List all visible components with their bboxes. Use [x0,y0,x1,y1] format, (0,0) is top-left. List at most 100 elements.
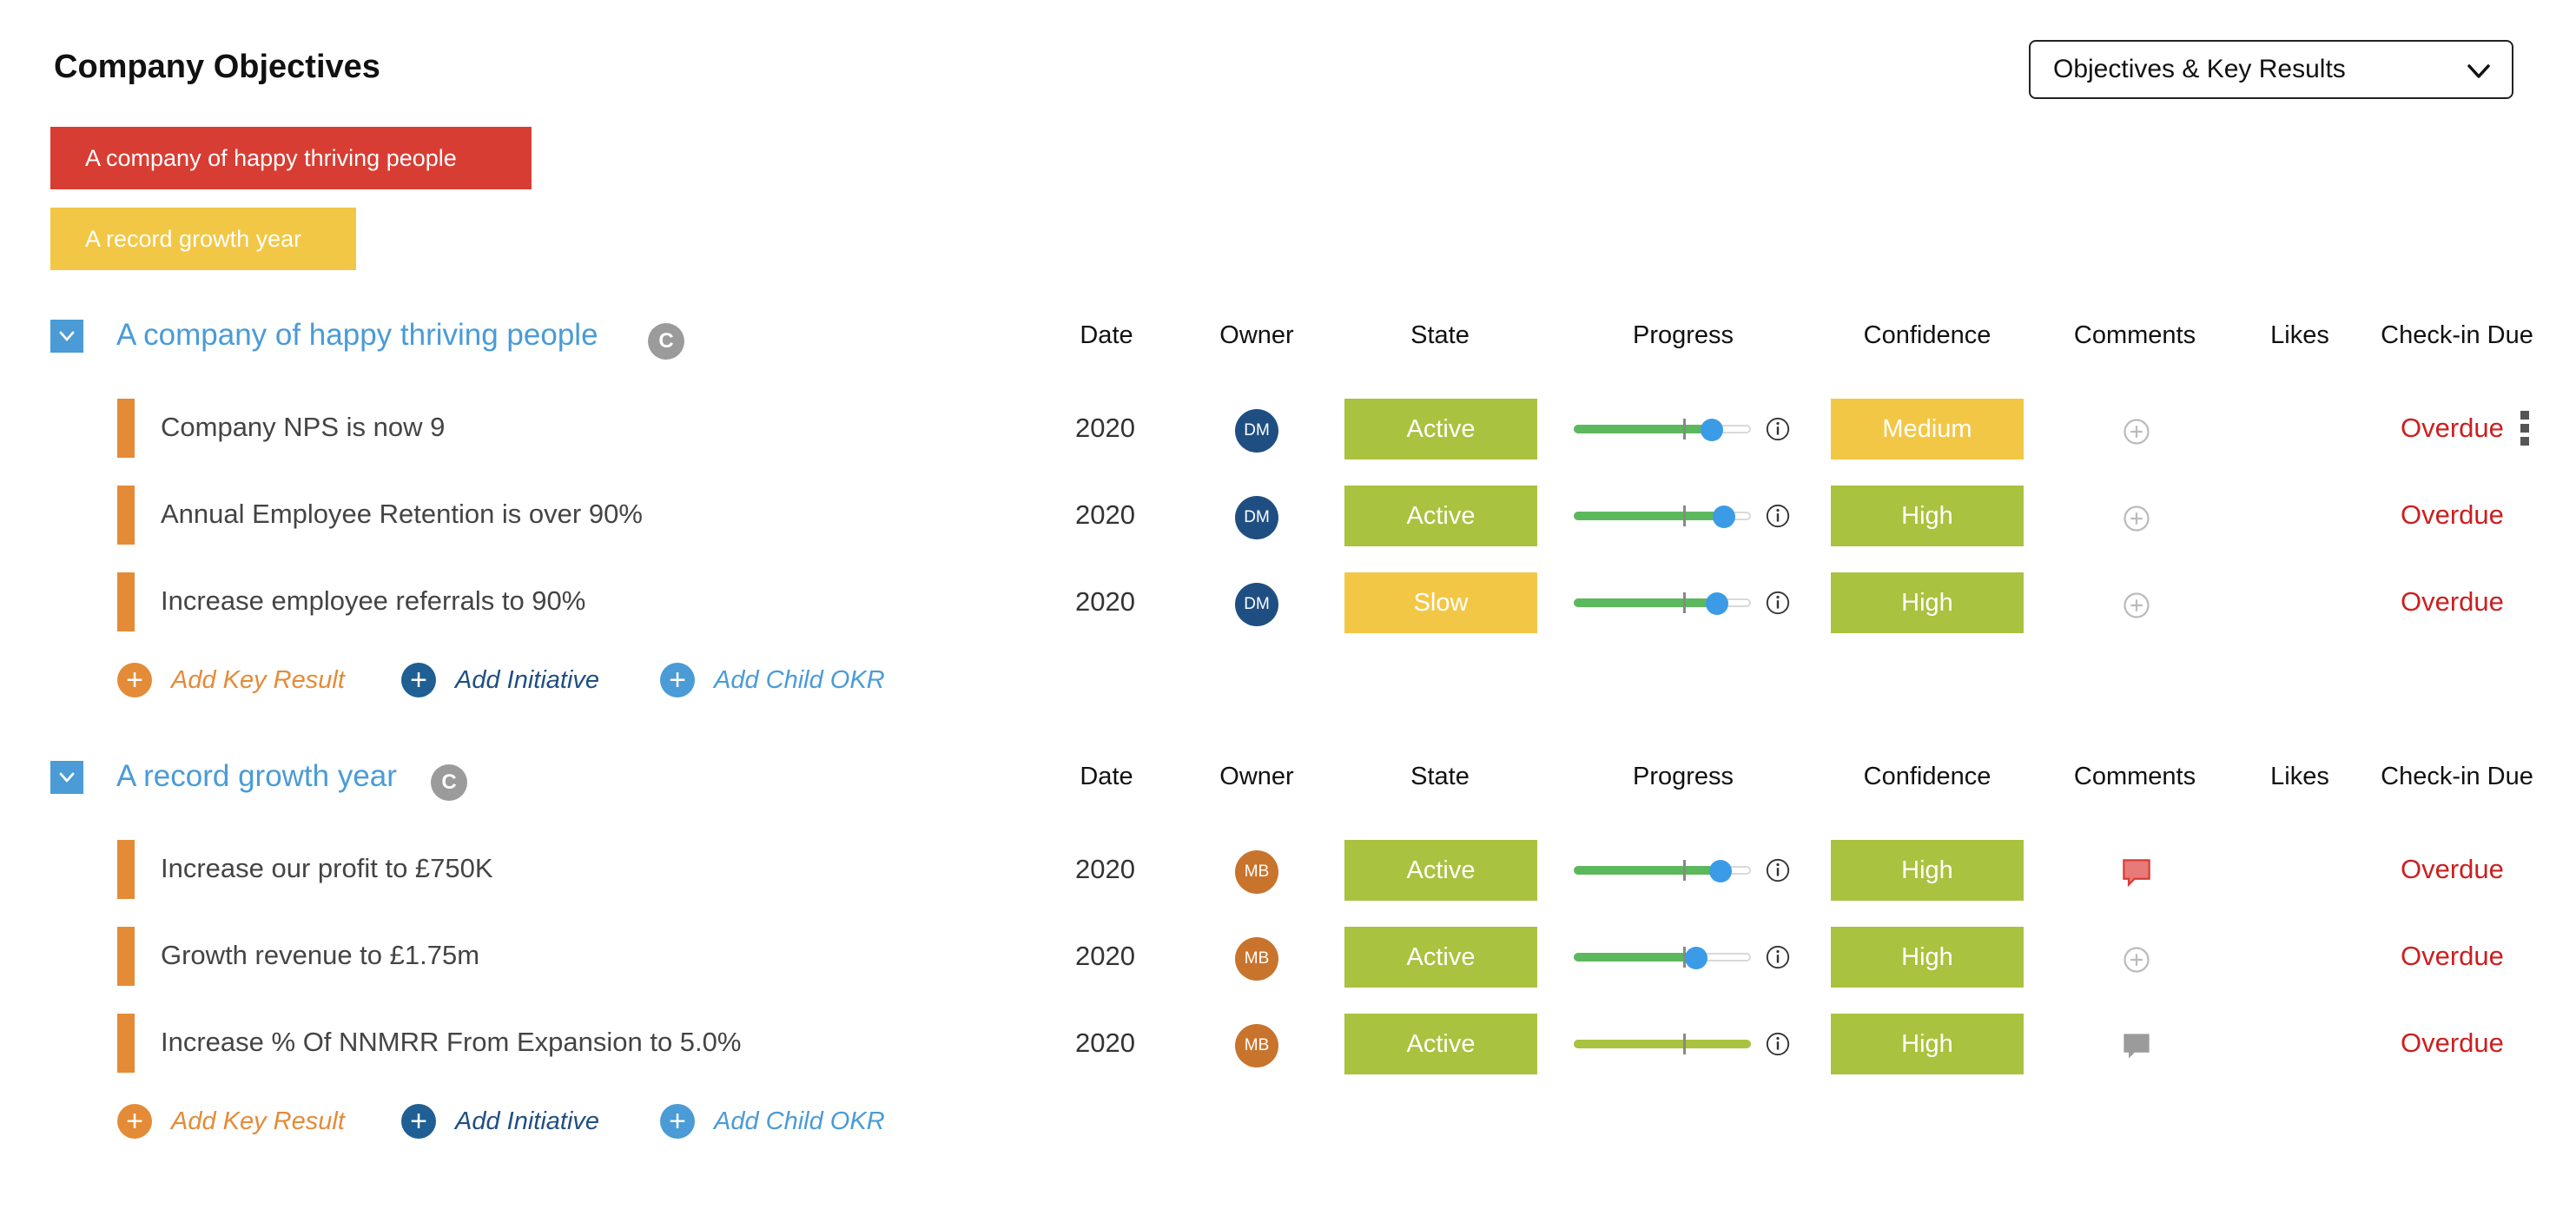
info-icon[interactable] [1765,944,1791,970]
info-icon[interactable] [1765,1031,1791,1057]
add-child-okr-button[interactable]: + Add Child OKR [660,663,885,697]
progress-handle[interactable] [1713,506,1736,528]
key-result-title[interactable]: Increase employee referrals to 90% [161,585,586,616]
checkin-status: Overdue [2401,499,2504,530]
key-result-row[interactable]: Increase employee referrals to 90% 2020 DM… [0,558,2576,645]
state-badge[interactable]: Slow [1344,572,1537,633]
plus-icon: + [117,1104,152,1139]
state-badge[interactable]: Active [1344,840,1537,901]
plus-icon: + [660,663,695,697]
info-icon[interactable] [1765,857,1791,883]
key-result-date: 2020 [1075,854,1135,884]
owner-avatar[interactable]: DM [1235,409,1278,453]
collapse-toggle[interactable] [50,761,83,794]
comment-red-icon[interactable] [2121,857,2152,889]
action-label: Add Initiative [455,665,600,694]
objective-tag-growth-year[interactable]: A record growth year [50,208,356,270]
info-icon[interactable] [1765,590,1791,616]
progress-handle[interactable] [1706,592,1729,615]
more-options-icon[interactable] [2520,411,2529,446]
objective-title[interactable]: A company of happy thriving people [116,318,598,352]
objective-tag-happy-people[interactable]: A company of happy thriving people [50,127,532,189]
owner-avatar[interactable]: DM [1235,496,1278,539]
confidence-badge[interactable]: High [1831,927,2024,988]
confidence-badge[interactable]: High [1831,840,2024,901]
add-key-result-button[interactable]: + Add Key Result [117,663,345,697]
owner-avatar[interactable]: MB [1235,850,1278,894]
checkin-status: Overdue [2401,854,2504,884]
progress-fill [1574,866,1721,875]
progress-slider[interactable] [1574,506,1751,528]
add-initiative-button[interactable]: + Add Initiative [401,1104,599,1139]
state-badge[interactable]: Active [1344,1014,1537,1074]
column-header-confidence: Confidence [1863,321,1991,349]
objective-section: A company of happy thriving people C Date O… [0,311,2576,710]
chevron-down-icon [59,331,75,341]
owner-avatar[interactable]: MB [1235,1024,1278,1067]
progress-handle[interactable] [1709,860,1733,882]
progress-handle[interactable] [1684,947,1707,969]
action-label: Add Key Result [171,1107,345,1135]
progress-fill [1574,1040,1751,1048]
add-comment-icon[interactable] [2121,503,2152,534]
key-result-title[interactable]: Company NPS is now 9 [161,412,446,442]
key-result-row[interactable]: Growth revenue to £1.75m 2020 MB Active High… [0,913,2576,1000]
key-result-title[interactable]: Annual Employee Retention is over 90% [161,499,643,529]
objective-header: A record growth year C Date Owner State Progr… [0,752,2576,804]
key-result-title[interactable]: Growth revenue to £1.75m [161,940,480,970]
add-comment-icon[interactable] [2121,416,2152,447]
confidence-badge[interactable]: High [1831,486,2024,546]
key-result-title[interactable]: Increase our profit to £750K [161,853,493,883]
info-icon[interactable] [1765,416,1791,442]
plus-icon: + [401,1104,436,1139]
state-badge[interactable]: Active [1344,486,1537,546]
key-result-row[interactable]: Company NPS is now 9 2020 DM Active Medium Ov… [0,385,2576,472]
progress-slider[interactable] [1574,1034,1751,1054]
key-result-date: 2020 [1075,941,1135,971]
progress-target-tick [1683,1034,1686,1054]
collapse-toggle[interactable] [50,320,83,353]
objective-type-badge: C [431,764,467,801]
add-key-result-button[interactable]: + Add Key Result [117,1104,345,1139]
add-comment-icon[interactable] [2121,590,2152,621]
column-header-state: State [1410,763,1470,790]
state-badge[interactable]: Active [1344,927,1537,988]
progress-handle[interactable] [1701,419,1724,441]
plus-icon: + [117,663,152,697]
key-result-marker [117,927,135,986]
key-result-row[interactable]: Annual Employee Retention is over 90% 202… [0,472,2576,558]
objective-header: A company of happy thriving people C Date O… [0,311,2576,363]
key-result-row[interactable]: Increase % Of NNMRR From Expansion to 5.… [0,1000,2576,1087]
info-icon[interactable] [1765,503,1791,529]
objective-type-badge: C [648,323,684,360]
confidence-badge[interactable]: Medium [1831,399,2024,459]
progress-slider[interactable] [1574,419,1751,441]
key-result-marker [117,1014,135,1073]
progress-fill [1574,425,1713,433]
key-result-row[interactable]: Increase our profit to £750K 2020 MB Active… [0,826,2576,913]
progress-target-tick [1683,419,1686,439]
state-badge[interactable]: Active [1344,399,1537,459]
owner-avatar[interactable]: DM [1235,583,1278,626]
comment-grey-icon[interactable] [2121,1031,2152,1062]
view-select[interactable]: Objectives & Key Results [2029,40,2513,99]
column-header-progress: Progress [1632,763,1734,790]
add-child-okr-button[interactable]: + Add Child OKR [660,1104,885,1139]
progress-slider[interactable] [1574,860,1751,882]
action-label: Add Child OKR [714,1107,885,1135]
progress-slider[interactable] [1574,592,1751,615]
column-header-checkin: Check-in Due [2381,321,2533,349]
checkin-status: Overdue [2401,941,2504,971]
progress-slider[interactable] [1574,947,1751,969]
key-result-marker [117,486,135,545]
key-result-title[interactable]: Increase % Of NNMRR From Expansion to 5.… [161,1027,742,1057]
chevron-down-icon [2467,64,2490,78]
key-result-date: 2020 [1075,1028,1135,1058]
owner-avatar[interactable]: MB [1235,937,1278,981]
objective-title[interactable]: A record growth year [116,759,397,793]
confidence-badge[interactable]: High [1831,1014,2024,1074]
add-comment-icon[interactable] [2121,944,2152,975]
key-result-marker [117,572,135,631]
add-initiative-button[interactable]: + Add Initiative [401,663,599,697]
confidence-badge[interactable]: High [1831,572,2024,633]
